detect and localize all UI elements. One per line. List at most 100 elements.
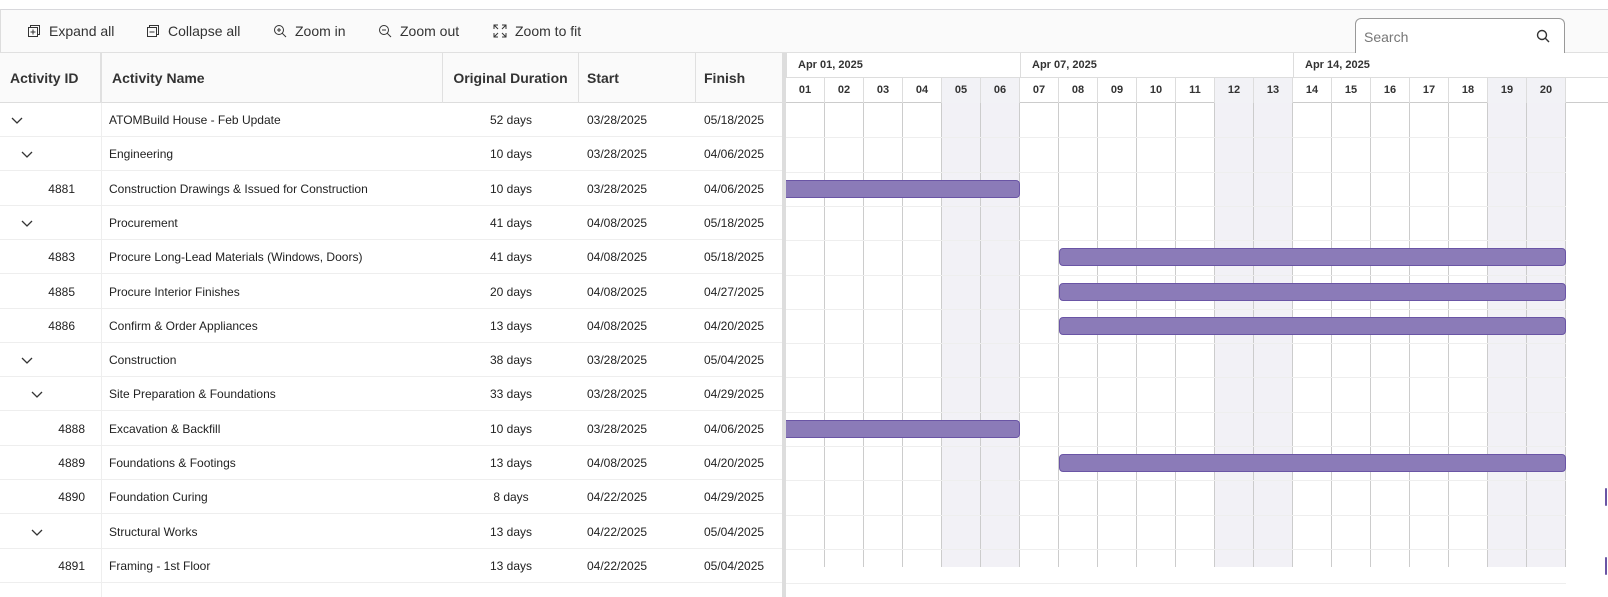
original-duration: 41 days (489, 215, 533, 230)
table-row[interactable]: 4890 Foundation Curing 8 days 04/22/2025 04/… (0, 480, 783, 515)
chevron-down-icon[interactable] (21, 138, 33, 172)
table-row[interactable]: Site Preparation & Foundations 33 days 03/… (0, 377, 783, 412)
original-duration: 10 days (489, 147, 533, 162)
activity-name: Site Preparation & Foundations (109, 387, 276, 402)
original-duration: 10 days (489, 181, 533, 196)
zoom-to-fit-button[interactable]: Zoom to fit (493, 23, 581, 39)
task-bar[interactable] (1605, 556, 1607, 575)
activity-name: ATOMBuild House - Feb Update (109, 113, 281, 127)
activity-name: Procurement (109, 215, 178, 230)
search-box[interactable] (1355, 18, 1565, 54)
original-duration: 13 days (489, 524, 533, 539)
zoom-out-icon (379, 25, 392, 38)
table-row[interactable]: 4885 Procure Interior Finishes 20 days 04/0… (0, 275, 783, 309)
weekend-column (1254, 103, 1293, 567)
chevron-down-icon[interactable] (31, 516, 43, 550)
timeline-day-label: 16 (1371, 78, 1410, 103)
table-row[interactable]: Construction 38 days 03/28/2025 05/04/2025 (0, 343, 783, 378)
activity-name: Engineering (109, 147, 174, 162)
timeline-day-label: 13 (1254, 78, 1293, 103)
column-header-start[interactable]: Start (579, 53, 696, 103)
timeline-day-label: 10 (1137, 78, 1176, 103)
zoom-to-fit-label: Zoom to fit (515, 23, 582, 39)
timeline-day-label: 02 (825, 78, 864, 103)
finish-date: 05/18/2025 (704, 250, 765, 265)
day-column (1410, 103, 1449, 567)
column-divider (101, 103, 102, 597)
chevron-down-icon[interactable] (21, 207, 33, 241)
timeline-day-label: 19 (1488, 78, 1527, 103)
weekend-column (942, 103, 981, 567)
table-row[interactable]: 4888 Excavation & Backfill 10 days 03/28/20… (0, 412, 783, 446)
activity-id (0, 137, 75, 171)
timeline-header: Apr 01, 2025 Apr 07, 2025 Apr 14, 2025 01 02… (786, 53, 1608, 103)
day-column (1371, 103, 1410, 567)
collapse-all-icon (147, 25, 159, 37)
start-date: 04/22/2025 (587, 524, 648, 539)
chevron-down-icon[interactable] (11, 104, 23, 138)
task-bar[interactable] (1605, 488, 1607, 507)
chevron-down-icon[interactable] (21, 344, 33, 378)
search-input[interactable] (1364, 29, 1524, 45)
column-header-finish[interactable]: Finish (704, 70, 746, 86)
activity-name: Procure Interior Finishes (109, 284, 240, 299)
splitter-handle[interactable] (782, 53, 786, 597)
original-duration: 41 days (489, 250, 533, 265)
start-date: 04/08/2025 (587, 284, 648, 299)
finish-date: 05/04/2025 (704, 524, 765, 539)
task-bar[interactable] (1059, 454, 1566, 472)
table-row[interactable]: 4891 Framing - 1st Floor 13 days 04/22/2025… (0, 549, 783, 583)
row-divider (786, 411, 1566, 413)
timeline-day-label: 18 (1449, 78, 1488, 103)
timeline-day-label: 09 (1098, 78, 1137, 103)
zoom-out-button[interactable]: Zoom out (378, 23, 459, 39)
finish-date: 04/29/2025 (704, 490, 765, 505)
table-row[interactable]: Engineering 10 days 03/28/2025 04/06/2025 (0, 137, 783, 172)
column-header-activity-name[interactable]: Activity Name (101, 53, 443, 103)
task-bar[interactable] (1059, 316, 1566, 335)
start-date: 04/22/2025 (587, 490, 648, 505)
column-header-original-duration[interactable]: Original Duration (443, 53, 579, 103)
table-row[interactable]: 4883 Procure Long-Lead Materials (Windows… (0, 240, 783, 275)
finish-date: 05/18/2025 (704, 215, 765, 230)
table-row[interactable]: Structural Works 13 days 04/22/2025 05/04/2… (0, 515, 783, 549)
finish-date: 04/06/2025 (704, 147, 765, 162)
chevron-down-icon[interactable] (31, 378, 43, 412)
timeline-week-label: Apr 07, 2025 (1020, 53, 1293, 78)
row-divider (786, 137, 1566, 139)
row-divider (786, 308, 1566, 310)
activity-id: 4885 (48, 284, 75, 299)
timeline-day-label: 20 (1527, 78, 1566, 103)
day-column (1098, 103, 1137, 567)
table-row[interactable]: ATOMBuild House - Feb Update 52 days 03/28… (0, 103, 783, 137)
table-row[interactable]: 4886 Confirm & Order Appliances 13 days 04/… (0, 309, 783, 343)
activity-name: Excavation & Backfill (109, 421, 221, 436)
activity-id: 4891 (58, 558, 85, 573)
search-icon[interactable] (1536, 29, 1550, 43)
start-date: 03/28/2025 (587, 147, 648, 162)
table-row[interactable]: 4881 Construction Drawings & Issued for C… (0, 172, 783, 206)
day-column (1176, 103, 1215, 567)
finish-date: 04/06/2025 (704, 181, 765, 196)
start-date: 04/08/2025 (587, 250, 648, 265)
activity-name: Confirm & Order Appliances (109, 318, 258, 333)
timeline-week-label: Apr 01, 2025 (786, 53, 1020, 78)
column-header-activity-id[interactable]: Activity ID (0, 53, 101, 103)
task-bar[interactable] (1059, 248, 1566, 267)
day-column (1293, 103, 1332, 567)
task-bar[interactable] (786, 179, 1020, 198)
collapse-all-button[interactable]: Collapse all (146, 23, 240, 39)
start-date: 04/08/2025 (587, 318, 648, 333)
day-column (1059, 103, 1098, 567)
gantt-chart (786, 103, 1607, 585)
original-duration: 38 days (489, 353, 533, 368)
table-row[interactable]: Procurement 41 days 04/08/2025 05/18/2025 (0, 206, 783, 240)
expand-all-button[interactable]: Expand all (27, 23, 114, 39)
timeline-day-label: 06 (981, 78, 1020, 103)
start-date: 03/28/2025 (587, 181, 648, 196)
task-bar[interactable] (1059, 282, 1566, 301)
activity-id (0, 206, 75, 240)
task-bar[interactable] (786, 419, 1020, 438)
zoom-in-button[interactable]: Zoom in (273, 23, 346, 39)
table-row[interactable]: 4889 Foundations & Footings 13 days 04/08/2… (0, 446, 783, 480)
